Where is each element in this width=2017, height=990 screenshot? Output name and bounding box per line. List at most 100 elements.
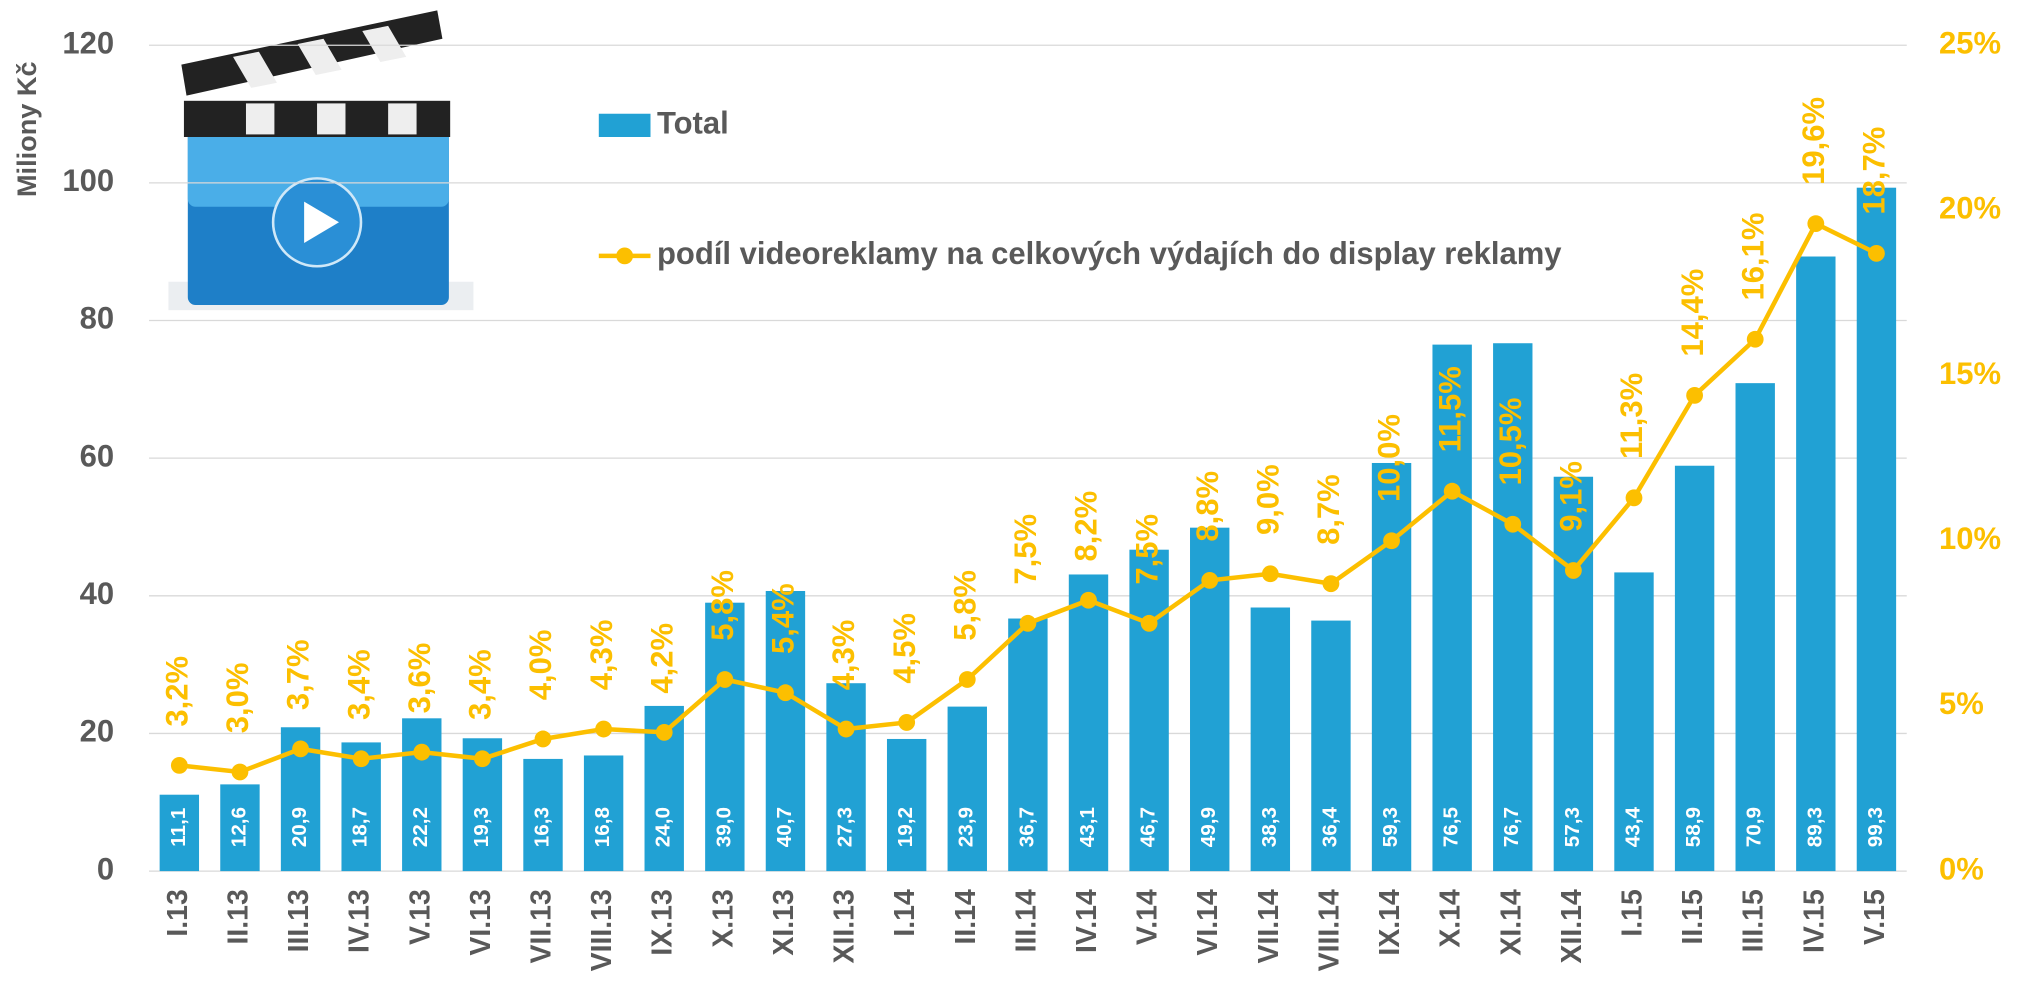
line-point	[1080, 592, 1097, 609]
line-point	[898, 714, 915, 731]
line-value-label: 11,5%	[1432, 366, 1467, 452]
line-value-label: 3,6%	[402, 643, 437, 714]
bar-value-label: 16,3	[530, 807, 553, 847]
line-value-label: 8,8%	[1190, 471, 1225, 542]
bar-value-label: 58,9	[1682, 807, 1705, 847]
line-point	[716, 671, 733, 688]
x-tick-label: III.15	[1738, 889, 1770, 952]
x-tick-label: X.13	[707, 889, 739, 947]
line-point	[838, 721, 855, 738]
x-tick-label: II.13	[222, 889, 254, 944]
line-point	[1626, 489, 1643, 506]
bar-value-label: 27,3	[834, 807, 857, 847]
bar-value-label: 22,2	[409, 807, 432, 847]
bar-value-label: 46,7	[1137, 807, 1160, 847]
bar-value-label: 76,7	[1500, 807, 1523, 847]
line-value-label: 11,3%	[1614, 373, 1649, 459]
line-value-label: 5,4%	[766, 583, 801, 654]
x-tick-label: IV.15	[1798, 889, 1830, 953]
x-tick-label: VI.13	[465, 889, 497, 955]
y2-tick-label: 15%	[1939, 356, 2001, 391]
bar-value-label: 43,4	[1621, 807, 1644, 848]
line-value-label: 9,1%	[1554, 461, 1589, 532]
bar	[1796, 257, 1835, 872]
bar-value-label: 11,1	[167, 808, 190, 847]
bar-value-label: 40,7	[773, 807, 796, 847]
y-tick-label: 80	[80, 301, 114, 336]
bar-value-label: 12,6	[227, 807, 250, 847]
y2-tick-label: 10%	[1939, 521, 2001, 556]
bar-value-label: 89,3	[1803, 807, 1826, 847]
bar-value-label: 24,0	[652, 807, 675, 847]
line-value-label: 4,3%	[826, 620, 861, 691]
x-tick-label: XI.14	[1495, 889, 1527, 956]
line-point	[1504, 516, 1521, 533]
line-point	[292, 740, 309, 757]
line-value-label: 4,2%	[644, 623, 679, 694]
icon-stripe	[317, 103, 345, 134]
line-value-label: 7,5%	[1129, 514, 1164, 585]
x-tick-label: XII.13	[829, 889, 861, 963]
x-tick-label: IV.14	[1071, 889, 1103, 953]
bar-value-label: 39,0	[712, 807, 735, 847]
bar-value-label: 18,7	[349, 807, 372, 847]
line-point	[1565, 562, 1582, 579]
line-point	[959, 671, 976, 688]
bar-value-label: 36,4	[1318, 807, 1341, 848]
x-tick-label: XI.13	[768, 889, 800, 955]
y-axis-title: Miliony Kč	[11, 61, 42, 197]
bar-value-label: 49,9	[1197, 807, 1220, 847]
line-point	[1201, 572, 1218, 589]
line-value-label: 3,4%	[463, 649, 498, 720]
line-point	[1323, 575, 1340, 592]
legend-label: podíl videoreklamy na celkových výdajích…	[657, 236, 1562, 271]
line-point	[1383, 532, 1400, 549]
icon-stripe	[246, 103, 274, 134]
x-tick-label: VIII.13	[586, 889, 618, 971]
bar-value-label: 59,3	[1379, 807, 1402, 847]
line-value-label: 10,0%	[1372, 414, 1407, 502]
line-point	[1686, 387, 1703, 404]
x-tick-label: VIII.14	[1313, 889, 1345, 971]
line-point	[1141, 615, 1158, 632]
y-tick-label: 120	[62, 25, 114, 60]
line-value-label: 18,7%	[1857, 127, 1892, 215]
bar	[887, 739, 926, 871]
bar-value-label: 19,2	[894, 807, 917, 847]
line-value-label: 7,5%	[1008, 514, 1043, 585]
bar-value-label: 23,9	[955, 807, 978, 847]
x-tick-label: IV.13	[344, 889, 376, 953]
y2-tick-label: 5%	[1939, 686, 1984, 721]
y2-tick-label: 20%	[1939, 191, 2001, 226]
line-point	[474, 750, 491, 767]
x-tick-label: X.14	[1435, 889, 1467, 948]
x-tick-label: I.13	[162, 889, 194, 936]
line-value-label: 5,8%	[705, 570, 740, 641]
x-tick-label: V.15	[1859, 889, 1891, 945]
bar-value-label: 43,1	[1076, 807, 1099, 847]
line-point	[353, 750, 370, 767]
x-tick-label: XII.14	[1556, 889, 1588, 963]
bar-value-label: 76,5	[1440, 807, 1463, 847]
y-tick-label: 20	[80, 714, 114, 749]
line-value-label: 3,4%	[341, 649, 376, 720]
clapperboard-icon	[168, 10, 473, 310]
x-tick-label: V.14	[1132, 889, 1164, 945]
line-point	[1262, 565, 1279, 582]
y2-tick-label: 25%	[1939, 25, 2001, 60]
line-point	[656, 724, 673, 741]
x-tick-label: III.13	[283, 889, 315, 952]
line-point	[1807, 215, 1824, 232]
y-tick-label: 60	[80, 438, 114, 473]
y-tick-label: 100	[62, 163, 114, 198]
x-tick-label: VI.14	[1192, 889, 1224, 956]
chart: Miliony Kč Totalpodíl videoreklamy na ce…	[0, 0, 2017, 990]
line-value-label: 3,2%	[160, 656, 195, 727]
line-point	[232, 764, 249, 781]
legend-swatch	[599, 114, 651, 137]
line-point	[595, 721, 612, 738]
line-point	[1747, 331, 1764, 348]
line-value-label: 19,6%	[1796, 97, 1831, 185]
bar	[1736, 383, 1775, 871]
x-tick-label: II.14	[950, 889, 982, 944]
